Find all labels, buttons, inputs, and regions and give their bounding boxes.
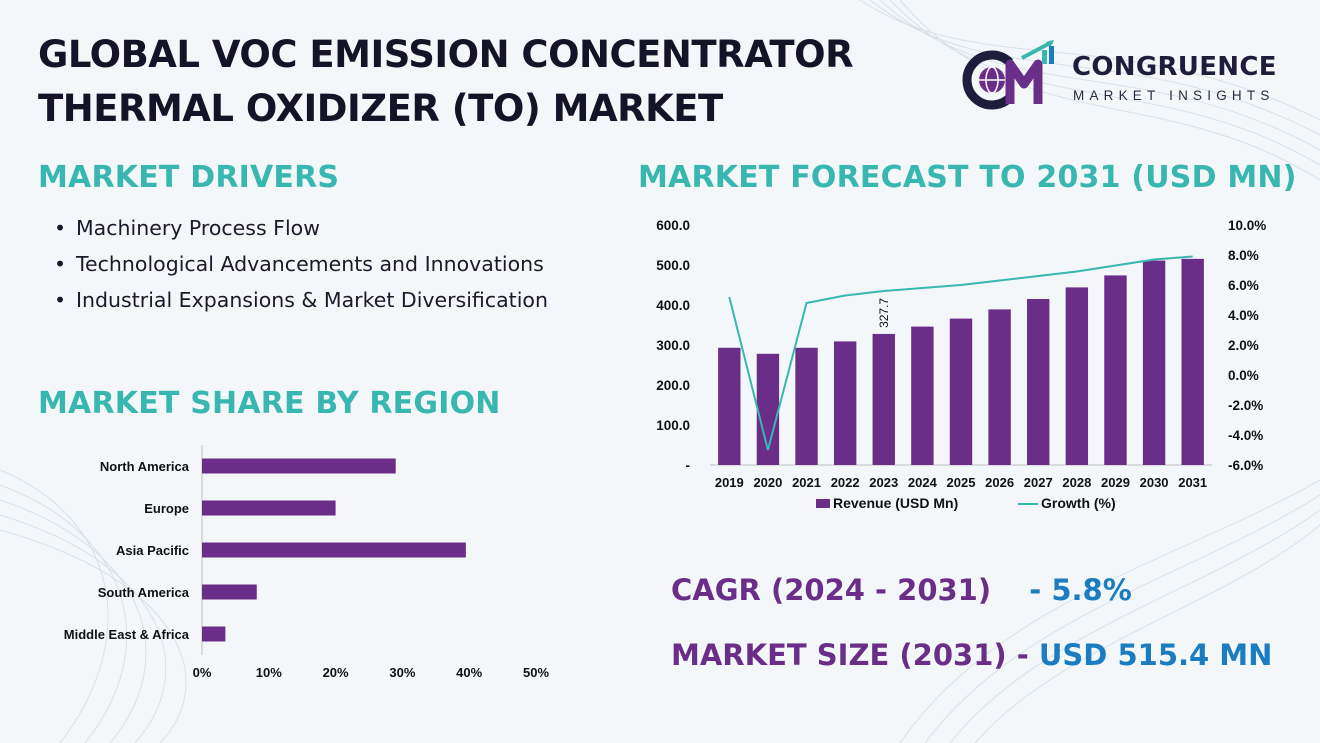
region-bar bbox=[202, 542, 466, 558]
page-title: GLOBAL VOC EMISSION CONCENTRATOR THERMAL… bbox=[38, 28, 918, 136]
revenue-bar bbox=[872, 333, 895, 465]
revenue-bar bbox=[1065, 287, 1089, 465]
x-tick-label: 0% bbox=[193, 665, 212, 680]
logo-name: CONGRUENCE bbox=[1072, 52, 1277, 82]
data-label: 327.7 bbox=[877, 298, 891, 328]
market-size-label: MARKET SIZE (2031) - bbox=[671, 638, 1029, 672]
y-tick-label-right: 10.0% bbox=[1228, 218, 1266, 233]
title-line-1: GLOBAL VOC EMISSION CONCENTRATOR bbox=[38, 33, 854, 76]
revenue-bar bbox=[1181, 258, 1204, 465]
title-line-2: THERMAL OXIDIZER (TO) MARKET bbox=[38, 87, 723, 130]
x-tick-label: 10% bbox=[256, 665, 282, 680]
revenue-bar bbox=[718, 347, 741, 465]
x-tick-label: 2021 bbox=[792, 475, 821, 490]
y-tick-label-right: 4.0% bbox=[1228, 308, 1259, 323]
y-tick-label-right: 6.0% bbox=[1228, 278, 1259, 293]
revenue-bar bbox=[911, 326, 934, 465]
region-bar bbox=[202, 626, 226, 642]
market-forecast-heading: MARKET FORECAST TO 2031 (USD MN) bbox=[638, 160, 1297, 195]
market-drivers-heading: MARKET DRIVERS bbox=[38, 160, 340, 195]
region-bar bbox=[202, 458, 396, 474]
region-label: South America bbox=[98, 585, 190, 600]
cagr-value: - 5.8% bbox=[1029, 573, 1132, 607]
market-size-value: USD 515.4 MN bbox=[1038, 638, 1273, 672]
driver-text: Industrial Expansions & Market Diversifi… bbox=[76, 288, 548, 312]
x-tick-label: 2020 bbox=[753, 475, 782, 490]
x-tick-label: 30% bbox=[389, 665, 415, 680]
region-bar bbox=[202, 584, 257, 600]
x-tick-label: 2023 bbox=[869, 475, 898, 490]
market-forecast-chart: 600.0 500.0 400.0 300.0 200.0 100.0 - 10.0% 8.0%… bbox=[656, 218, 1266, 511]
x-tick-label: 2030 bbox=[1140, 475, 1169, 490]
list-item: • Industrial Expansions & Market Diversif… bbox=[54, 288, 548, 312]
market-drivers-list: • Machinery Process Flow • Technological A… bbox=[54, 210, 548, 318]
x-tick-label: 50% bbox=[523, 665, 549, 680]
y-tick-label-left: 300.0 bbox=[656, 338, 690, 353]
revenue-bar bbox=[833, 341, 857, 465]
legend-swatch-revenue bbox=[816, 499, 830, 508]
legend-label-revenue: Revenue (USD Mn) bbox=[833, 495, 958, 511]
y-tick-label-left: 400.0 bbox=[656, 298, 690, 313]
region-label: Middle East & Africa bbox=[64, 627, 190, 642]
x-tick-label: 2019 bbox=[715, 475, 744, 490]
list-item: • Machinery Process Flow bbox=[54, 216, 320, 240]
driver-text: Technological Advancements and Innovatio… bbox=[76, 252, 544, 276]
y-tick-label-left: 200.0 bbox=[656, 378, 690, 393]
x-tick-label: 2029 bbox=[1101, 475, 1130, 490]
cagr-label: CAGR (2024 - 2031) bbox=[671, 573, 992, 607]
x-tick-label: 20% bbox=[323, 665, 349, 680]
revenue-bar bbox=[1027, 299, 1050, 465]
region-label: Asia Pacific bbox=[116, 543, 189, 558]
x-tick-label: 2031 bbox=[1178, 475, 1207, 490]
driver-text: Machinery Process Flow bbox=[76, 216, 320, 240]
revenue-bar bbox=[1104, 275, 1127, 465]
legend-label-growth: Growth (%) bbox=[1041, 495, 1116, 511]
region-label: North America bbox=[100, 459, 190, 474]
growth-line bbox=[728, 255, 1193, 451]
y-tick-label-right: -6.0% bbox=[1228, 458, 1263, 473]
x-tick-label: 2027 bbox=[1024, 475, 1053, 490]
revenue-bar bbox=[756, 353, 780, 465]
x-tick-label: 40% bbox=[456, 665, 482, 680]
market-share-region-chart: North America Europe Asia Pacific South Ame… bbox=[64, 445, 549, 680]
cm-globe-logo-icon bbox=[962, 40, 1054, 110]
revenue-bar bbox=[949, 318, 973, 465]
cagr-summary: CAGR (2024 - 2031) - 5.8% bbox=[671, 573, 1132, 607]
region-label: Europe bbox=[144, 501, 189, 516]
y-tick-label-right: -4.0% bbox=[1228, 428, 1263, 443]
market-size-summary: MARKET SIZE (2031) - USD 515.4 MN bbox=[671, 638, 1272, 672]
market-share-by-region-heading: MARKET SHARE BY REGION bbox=[38, 386, 501, 421]
x-tick-label: 2024 bbox=[908, 475, 938, 490]
x-tick-label: 2028 bbox=[1062, 475, 1091, 490]
y-tick-label-left: 500.0 bbox=[656, 258, 690, 273]
y-tick-label-left: 600.0 bbox=[656, 218, 690, 233]
revenue-bar bbox=[1142, 260, 1166, 465]
list-item: • Technological Advancements and Innovati… bbox=[54, 252, 544, 276]
company-logo: CONGRUENCE MARKET INSIGHTS bbox=[962, 38, 1292, 114]
revenue-bar bbox=[988, 309, 1011, 465]
y-tick-label-right: 8.0% bbox=[1228, 248, 1259, 263]
x-tick-label: 2026 bbox=[985, 475, 1014, 490]
y-tick-label-right: -2.0% bbox=[1228, 398, 1263, 413]
y-tick-label-left: 100.0 bbox=[656, 418, 690, 433]
revenue-bar bbox=[795, 347, 818, 465]
x-tick-label: 2025 bbox=[947, 475, 976, 490]
y-tick-label-right: 2.0% bbox=[1228, 338, 1259, 353]
logo-tagline: MARKET INSIGHTS bbox=[1073, 88, 1275, 103]
region-bar bbox=[202, 500, 336, 516]
x-tick-label: 2022 bbox=[831, 475, 860, 490]
y-tick-label-right: 0.0% bbox=[1228, 368, 1259, 383]
y-tick-label-left: - bbox=[686, 458, 691, 473]
